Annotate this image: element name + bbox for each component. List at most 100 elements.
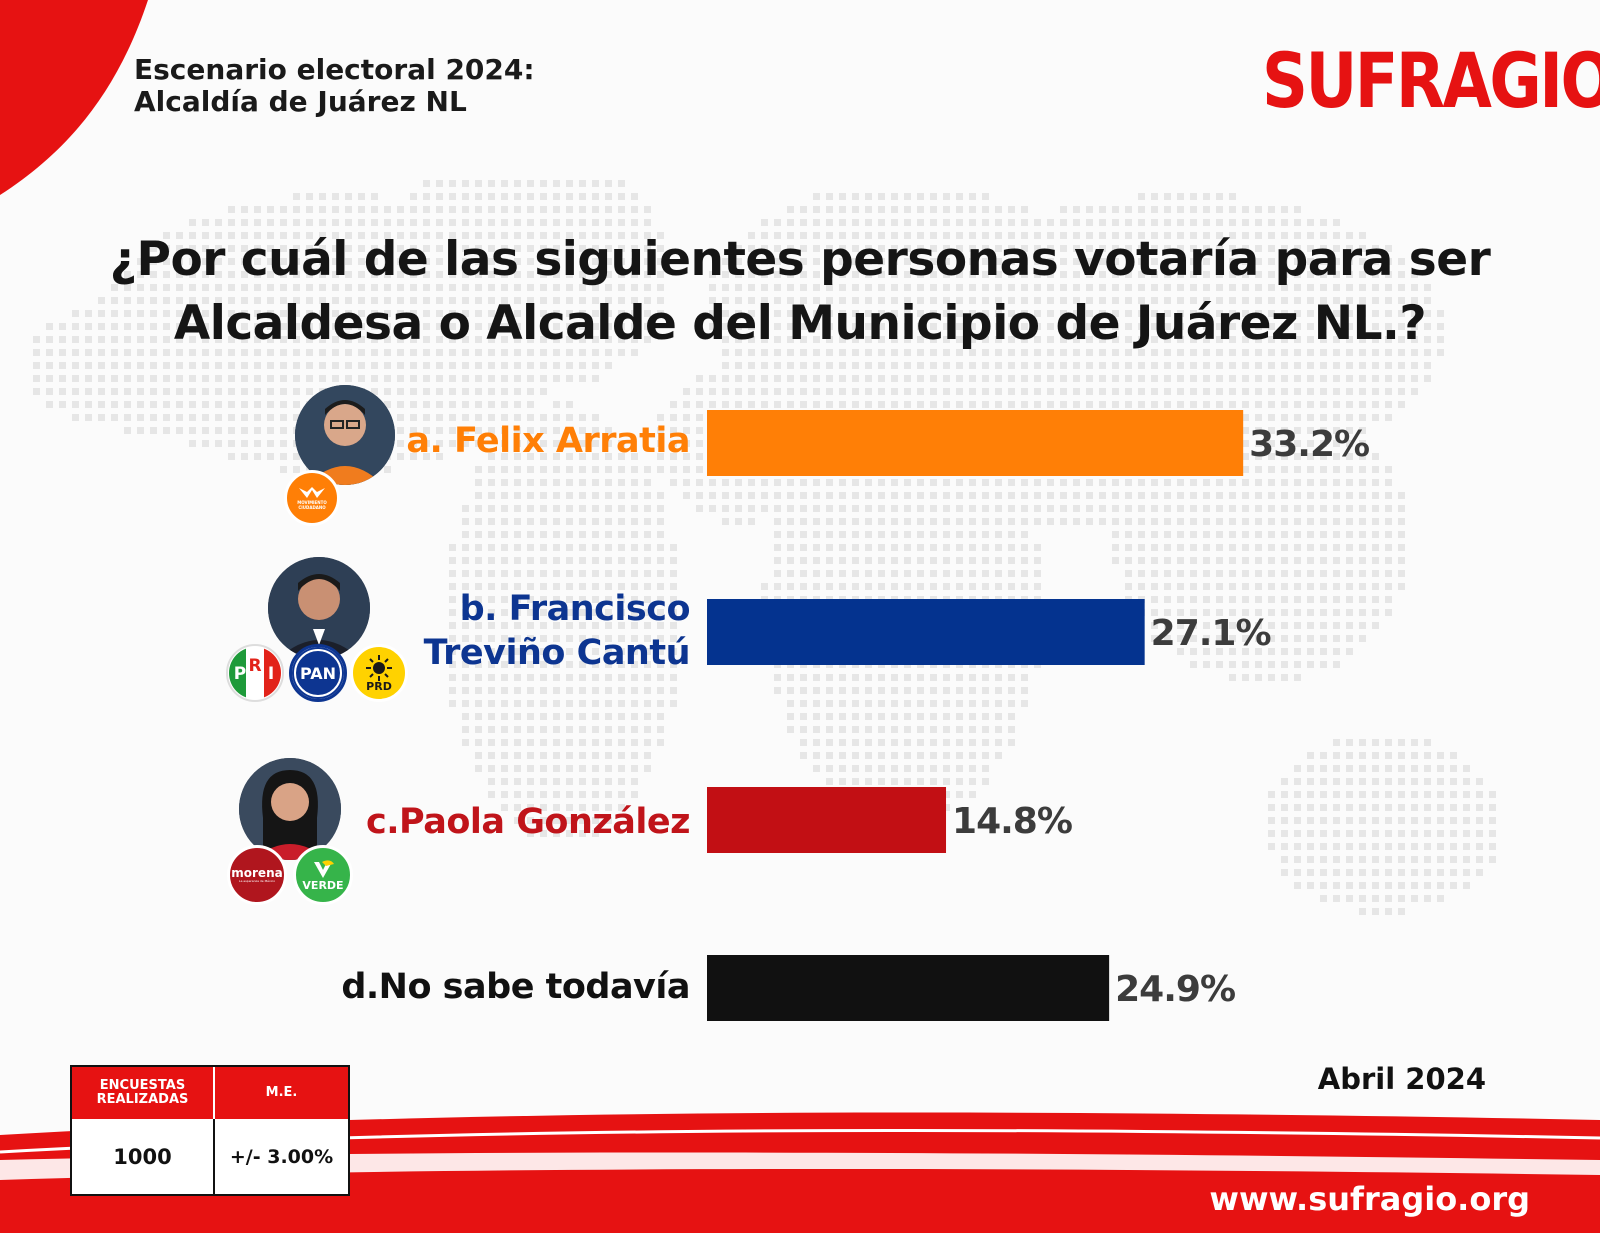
map-dot <box>527 583 534 590</box>
map-dot <box>475 635 482 642</box>
website-link[interactable]: www.sufragio.org <box>1209 1180 1530 1218</box>
map-dot <box>579 544 586 551</box>
map-dot <box>527 700 534 707</box>
map-dot <box>1307 856 1314 863</box>
map-dot <box>1242 414 1249 421</box>
map-dot <box>657 583 664 590</box>
map-dot <box>1255 453 1262 460</box>
map-dot <box>1177 635 1184 642</box>
map-dot <box>891 687 898 694</box>
map-dot <box>436 245 443 252</box>
map-dot <box>46 362 53 369</box>
map-dot <box>1489 791 1496 798</box>
map-dot <box>254 297 261 304</box>
map-dot <box>865 284 872 291</box>
map-dot <box>800 726 807 733</box>
map-dot <box>202 323 209 330</box>
map-dot <box>852 765 859 772</box>
map-dot <box>1099 297 1106 304</box>
map-dot <box>1372 557 1379 564</box>
map-dot <box>1359 245 1366 252</box>
map-dot <box>319 193 326 200</box>
map-dot <box>1203 323 1210 330</box>
map-dot <box>826 518 833 525</box>
map-dot <box>358 336 365 343</box>
map-dot <box>1164 349 1171 356</box>
map-dot <box>488 323 495 330</box>
map-dot <box>1216 245 1223 252</box>
map-dot <box>1463 882 1470 889</box>
map-dot <box>566 596 573 603</box>
map-dot <box>1385 544 1392 551</box>
map-dot <box>722 492 729 499</box>
map-dot <box>800 310 807 317</box>
map-dot <box>683 492 690 499</box>
map-dot <box>33 375 40 382</box>
map-dot <box>1099 323 1106 330</box>
map-dot <box>1268 258 1275 265</box>
map-dot <box>488 271 495 278</box>
map-dot <box>644 700 651 707</box>
map-dot <box>111 362 118 369</box>
map-dot <box>254 258 261 265</box>
map-dot <box>501 700 508 707</box>
map-dot <box>423 336 430 343</box>
map-dot <box>943 362 950 369</box>
map-dot <box>631 297 638 304</box>
map-dot <box>995 297 1002 304</box>
map-dot <box>813 310 820 317</box>
map-dot <box>1333 492 1340 499</box>
map-dot <box>1333 271 1340 278</box>
map-dot <box>1164 492 1171 499</box>
map-dot <box>1333 375 1340 382</box>
map-dot <box>826 362 833 369</box>
map-dot <box>111 297 118 304</box>
map-dot <box>475 752 482 759</box>
map-dot <box>1203 622 1210 629</box>
map-dot <box>33 349 40 356</box>
map-dot <box>566 427 573 434</box>
map-dot <box>1307 375 1314 382</box>
map-dot <box>1177 193 1184 200</box>
map-dot <box>1333 284 1340 291</box>
map-dot <box>891 219 898 226</box>
map-dot <box>956 297 963 304</box>
map-dot <box>540 622 547 629</box>
map-dot <box>1359 505 1366 512</box>
map-dot <box>540 193 547 200</box>
map-dot <box>878 336 885 343</box>
map-dot <box>1346 323 1353 330</box>
map-dot <box>826 232 833 239</box>
map-dot <box>1203 544 1210 551</box>
map-dot <box>423 284 430 291</box>
map-dot <box>371 206 378 213</box>
map-dot <box>1216 193 1223 200</box>
map-dot <box>111 401 118 408</box>
map-dot <box>618 583 625 590</box>
map-dot <box>943 349 950 356</box>
map-dot <box>982 739 989 746</box>
map-dot <box>1151 362 1158 369</box>
map-dot <box>1281 661 1288 668</box>
map-dot <box>501 206 508 213</box>
map-dot <box>1372 479 1379 486</box>
map-dot <box>852 297 859 304</box>
map-dot <box>553 427 560 434</box>
map-dot <box>956 505 963 512</box>
map-dot <box>579 700 586 707</box>
map-dot <box>449 232 456 239</box>
map-dot <box>423 414 430 421</box>
map-dot <box>85 349 92 356</box>
map-dot <box>1372 258 1379 265</box>
map-dot <box>1125 518 1132 525</box>
map-dot <box>982 245 989 252</box>
map-dot <box>1229 271 1236 278</box>
map-dot <box>1242 388 1249 395</box>
map-dot <box>137 388 144 395</box>
map-dot <box>501 726 508 733</box>
map-dot <box>1138 388 1145 395</box>
map-dot <box>592 596 599 603</box>
map-dot <box>1268 323 1275 330</box>
map-dot <box>917 336 924 343</box>
map-dot <box>241 336 248 343</box>
